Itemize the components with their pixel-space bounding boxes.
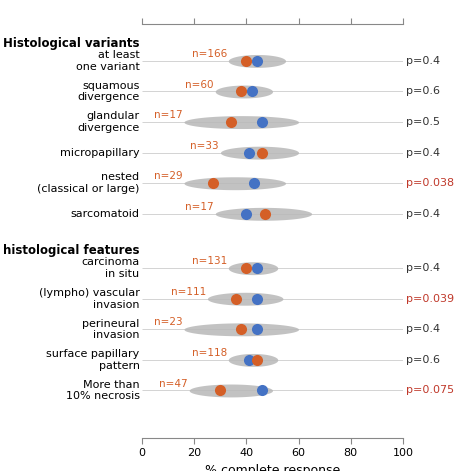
Text: p=0.038: p=0.038: [406, 178, 454, 188]
Text: n=17: n=17: [185, 202, 214, 212]
Text: p=0.4: p=0.4: [406, 147, 439, 158]
Text: n=47: n=47: [159, 379, 188, 389]
Text: n=29: n=29: [154, 171, 182, 181]
Text: p=0.039: p=0.039: [406, 294, 454, 304]
Text: squamous
divergence: squamous divergence: [77, 81, 139, 102]
Text: surface papillary
pattern: surface papillary pattern: [46, 349, 139, 371]
Text: p=0.075: p=0.075: [406, 385, 454, 396]
X-axis label: % complete response: % complete response: [205, 464, 340, 471]
Text: carcinoma
in situ: carcinoma in situ: [82, 257, 139, 279]
Text: p=0.6: p=0.6: [406, 355, 439, 365]
Text: n=17: n=17: [154, 110, 182, 120]
Text: p=0.5: p=0.5: [406, 117, 439, 127]
Text: n=118: n=118: [191, 348, 227, 358]
Text: n=23: n=23: [154, 317, 182, 327]
Text: micropapillary: micropapillary: [60, 147, 139, 158]
Text: p=0.4: p=0.4: [406, 263, 439, 273]
Text: glandular
divergence: glandular divergence: [77, 111, 139, 133]
Text: (lympho) vascular
invasion: (lympho) vascular invasion: [39, 288, 139, 309]
Text: perineural
invasion: perineural invasion: [82, 318, 139, 340]
Text: sarcomatoid: sarcomatoid: [71, 209, 139, 219]
Text: Histological variants: Histological variants: [3, 37, 139, 50]
Text: n=111: n=111: [171, 287, 206, 297]
Text: p=0.4: p=0.4: [406, 325, 439, 334]
Text: Other histological features: Other histological features: [0, 244, 139, 257]
Text: p=0.4: p=0.4: [406, 209, 439, 219]
Text: n=33: n=33: [191, 141, 219, 151]
Text: p=0.6: p=0.6: [406, 87, 439, 97]
Text: p=0.4: p=0.4: [406, 56, 439, 66]
Text: nested
(classical or large): nested (classical or large): [37, 172, 139, 194]
Text: n=60: n=60: [185, 80, 214, 89]
Text: n=166: n=166: [191, 49, 227, 59]
Text: More than
10% necrosis: More than 10% necrosis: [65, 380, 139, 401]
Text: at least
one variant: at least one variant: [76, 50, 139, 72]
Text: n=131: n=131: [191, 256, 227, 266]
